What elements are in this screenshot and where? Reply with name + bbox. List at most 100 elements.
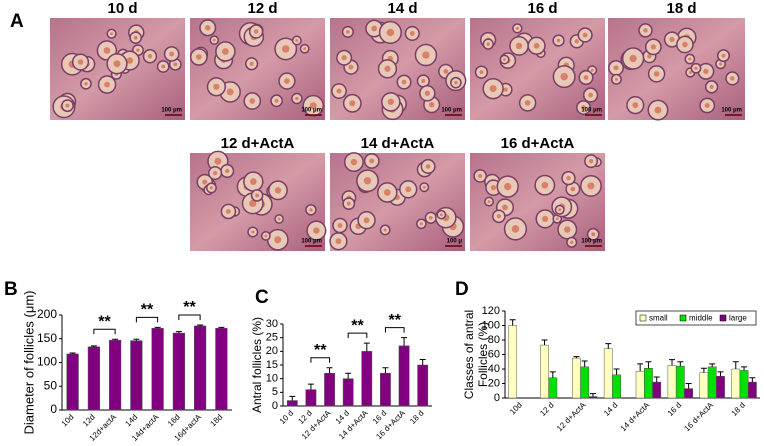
y-tick-label: 30 bbox=[266, 318, 278, 330]
oocyte bbox=[587, 182, 595, 190]
oocyte bbox=[489, 85, 497, 93]
bar bbox=[109, 339, 122, 411]
micrograph-label: 12 d+ActA bbox=[221, 135, 295, 152]
oocyte bbox=[490, 185, 497, 191]
bar bbox=[644, 368, 653, 399]
y-tick-label: 100 bbox=[37, 355, 57, 369]
bar bbox=[324, 372, 335, 407]
oocyte bbox=[249, 199, 257, 207]
oocyte bbox=[647, 54, 652, 59]
significance-label: ** bbox=[351, 317, 364, 334]
y-tick-label: 100 bbox=[482, 319, 500, 331]
y-axis-title: Antral follicles (%) bbox=[250, 317, 264, 413]
oocyte bbox=[295, 39, 299, 42]
micrograph bbox=[470, 153, 605, 251]
oocyte bbox=[65, 103, 70, 108]
oocyte bbox=[533, 42, 540, 49]
oocyte bbox=[77, 59, 84, 65]
oocyte bbox=[281, 45, 290, 53]
oocyte bbox=[504, 182, 512, 191]
error-bar bbox=[133, 338, 140, 341]
bar bbox=[508, 325, 518, 399]
y-tick-label: 0 bbox=[50, 402, 57, 416]
oocyte bbox=[103, 47, 111, 54]
oocyte bbox=[653, 71, 660, 77]
oocyte bbox=[487, 200, 491, 204]
oocyte bbox=[496, 214, 501, 219]
oocyte bbox=[582, 32, 588, 38]
error-bar bbox=[685, 383, 692, 389]
error-bar bbox=[605, 343, 612, 349]
micrograph bbox=[330, 18, 467, 121]
oocyte bbox=[383, 189, 391, 196]
oocyte bbox=[337, 223, 343, 228]
legend-label: small bbox=[649, 314, 668, 323]
y-tick-label: 50 bbox=[44, 378, 58, 392]
oocyte bbox=[384, 65, 391, 72]
micrograph-label: 12 d bbox=[247, 0, 277, 17]
micrograph-label: 10 d bbox=[107, 0, 137, 17]
error-bar bbox=[363, 342, 370, 352]
error-bar bbox=[573, 356, 580, 359]
scale-bar-label: 100 μm bbox=[441, 108, 462, 114]
significance-label: ** bbox=[389, 312, 402, 329]
oocyte bbox=[591, 232, 596, 237]
oocyte bbox=[511, 225, 520, 233]
error-bar bbox=[581, 360, 588, 367]
oocyte bbox=[224, 168, 230, 174]
y-axis-title: Diameter of follicles (μm) bbox=[21, 290, 36, 434]
oocyte bbox=[486, 42, 490, 46]
oocyte bbox=[213, 83, 220, 90]
bar bbox=[707, 366, 717, 399]
y-tick-label: 80 bbox=[488, 334, 500, 346]
oocyte bbox=[541, 181, 549, 189]
oocyte bbox=[387, 98, 395, 106]
bar bbox=[603, 348, 613, 399]
x-tick-label: 14d bbox=[123, 413, 139, 429]
error-bar bbox=[382, 367, 389, 374]
bar bbox=[342, 378, 354, 407]
bar bbox=[540, 344, 549, 399]
legend-swatch bbox=[639, 314, 647, 322]
oocyte bbox=[556, 38, 561, 43]
scale-bar-label: 100 μm bbox=[161, 108, 182, 114]
oocyte bbox=[570, 240, 574, 244]
legend-label: middle bbox=[689, 314, 713, 323]
oocyte bbox=[454, 80, 458, 85]
oocyte bbox=[136, 48, 140, 52]
micrograph bbox=[329, 152, 465, 251]
oocyte bbox=[422, 51, 430, 59]
oocyte bbox=[560, 72, 568, 81]
oocyte bbox=[730, 76, 735, 81]
oocyte bbox=[503, 58, 507, 62]
oocyte bbox=[570, 186, 576, 192]
oocyte bbox=[336, 88, 342, 94]
oocyte bbox=[346, 201, 351, 206]
panel-label: D bbox=[455, 279, 469, 300]
oocyte bbox=[718, 62, 723, 66]
oocyte bbox=[566, 175, 571, 181]
bar bbox=[572, 357, 581, 399]
x-tick-label: 12d bbox=[81, 413, 97, 429]
oocyte bbox=[173, 62, 178, 67]
oocyte bbox=[688, 57, 692, 61]
micrograph-label: 18 d bbox=[666, 0, 696, 17]
oocyte bbox=[147, 53, 153, 59]
oocyte bbox=[161, 64, 166, 69]
bar bbox=[652, 381, 662, 399]
y-tick-label: 120 bbox=[482, 305, 500, 317]
significance-bracket bbox=[178, 314, 201, 320]
error-bar bbox=[197, 324, 204, 326]
x-tick-label: 16d bbox=[166, 413, 182, 429]
bar bbox=[739, 370, 749, 399]
x-tick-label: 18 d bbox=[408, 409, 425, 426]
bar bbox=[215, 328, 228, 411]
bar bbox=[151, 328, 164, 411]
y-tick-label: 60 bbox=[488, 348, 500, 360]
panel-label: B bbox=[4, 279, 18, 300]
bar bbox=[635, 370, 645, 399]
scale-bar-label: 100 μm bbox=[581, 239, 602, 245]
oocyte bbox=[428, 101, 435, 108]
oocyte bbox=[694, 66, 698, 70]
